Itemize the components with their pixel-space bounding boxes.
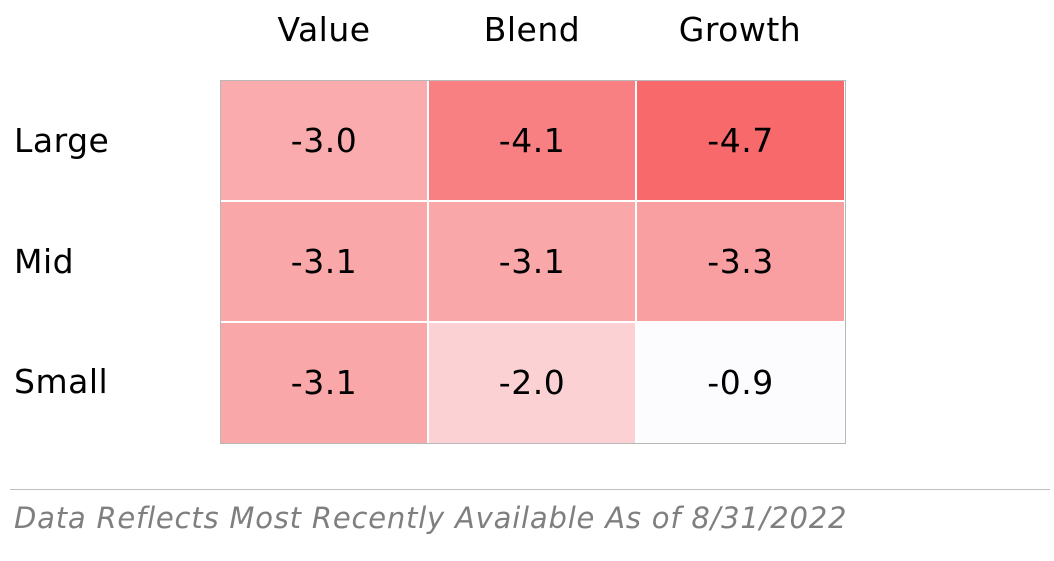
heatmap-cell-small-value: -3.1 — [221, 323, 428, 443]
footnote-text: Data Reflects Most Recently Available As… — [14, 501, 848, 535]
heatmap-cell-small-growth: -0.9 — [637, 323, 844, 443]
heatmap-grid: -3.0 -4.1 -4.7 -3.1 -3.1 -3.3 -3.1 -2.0 -0.9 — [220, 80, 846, 444]
row-header-large: Large — [14, 121, 110, 160]
heatmap-cell-large-blend: -4.1 — [429, 81, 636, 201]
footnote-divider — [10, 489, 1050, 490]
heatmap-cell-mid-value: -3.1 — [221, 202, 428, 322]
heatmap-cell-mid-growth: -3.3 — [637, 202, 844, 322]
heatmap-cell-large-growth: -4.7 — [637, 81, 844, 201]
heatmap-cell-small-blend: -2.0 — [429, 323, 636, 443]
column-header-growth: Growth — [678, 10, 802, 49]
row-header-small: Small — [14, 362, 109, 401]
row-header-mid: Mid — [14, 242, 75, 281]
heatmap-cell-mid-blend: -3.1 — [429, 202, 636, 322]
column-header-value: Value — [277, 10, 371, 49]
heatmap-cell-large-value: -3.0 — [221, 81, 428, 201]
column-header-blend: Blend — [483, 10, 581, 49]
